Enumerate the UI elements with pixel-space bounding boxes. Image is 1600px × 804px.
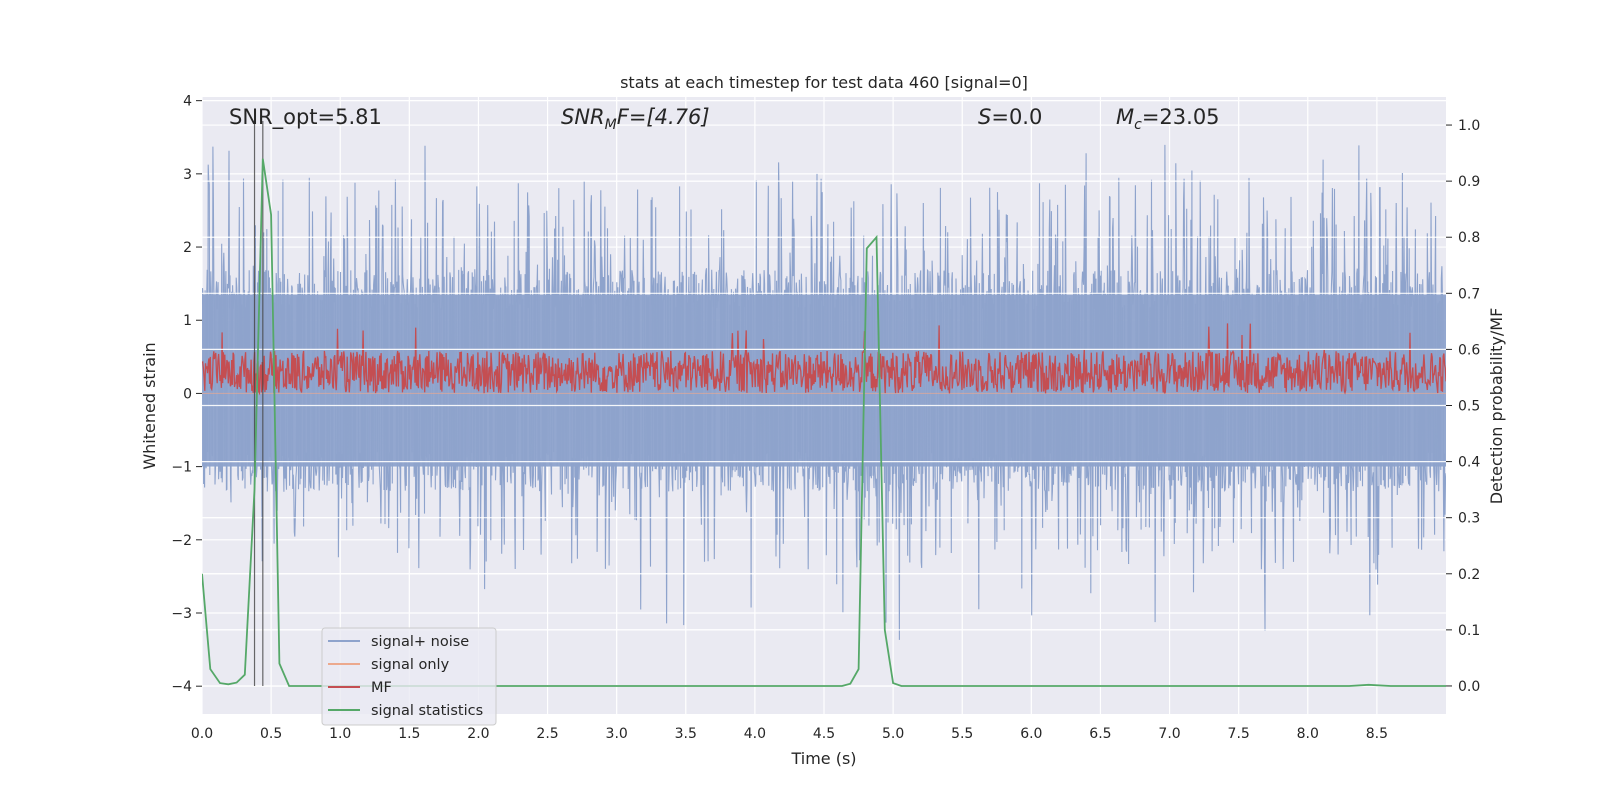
x-tick-label: 2.0 bbox=[467, 726, 489, 742]
x-tick-label: 0.5 bbox=[260, 726, 282, 742]
x-tick-label: 3.0 bbox=[606, 726, 628, 742]
x-tick-label: 6.5 bbox=[1089, 726, 1111, 742]
legend: signal+ noise signal only MF signal stat… bbox=[321, 627, 497, 726]
y-left-tick-label: 2 bbox=[183, 240, 192, 256]
legend-label-signal-noise: signal+ noise bbox=[371, 634, 469, 650]
chart-title: stats at each timestep for test data 460… bbox=[620, 73, 1028, 92]
ticks-x: 0.0 0.5 1.0 1.5 2.0 2.5 3.0 3.5 4.0 4.5 5.0 5.5 6.0 6… bbox=[191, 726, 1388, 742]
annotation-mc: Mc=23.05 bbox=[1116, 105, 1220, 133]
x-tick-label: 5.0 bbox=[882, 726, 904, 742]
annotation-snr-mf: SNRMF=[4.76] bbox=[561, 105, 710, 133]
y-right-tick-label: 0.3 bbox=[1458, 511, 1480, 527]
y-axis-label-right: Detection probability/MF bbox=[1487, 308, 1506, 505]
y-right-tick-label: 0.6 bbox=[1458, 342, 1480, 358]
y-left-tick-label: 0 bbox=[183, 386, 192, 402]
y-right-tick-label: 0.2 bbox=[1458, 567, 1480, 583]
x-tick-label: 7.5 bbox=[1228, 726, 1250, 742]
legend-box bbox=[321, 627, 497, 726]
x-tick-label: 1.5 bbox=[398, 726, 420, 742]
ticks-y-right: 0.0 0.1 0.2 0.3 0.4 0.5 0.6 0.7 0.8 0.9 1.0 bbox=[1446, 118, 1480, 695]
x-tick-label: 1.0 bbox=[329, 726, 351, 742]
y-left-tick-label: −4 bbox=[171, 679, 192, 695]
y-right-tick-label: 0.0 bbox=[1458, 679, 1480, 695]
y-right-tick-label: 0.4 bbox=[1458, 455, 1480, 471]
x-tick-label: 5.5 bbox=[951, 726, 973, 742]
x-tick-label: 0.0 bbox=[191, 726, 213, 742]
x-tick-label: 2.5 bbox=[536, 726, 558, 742]
y-right-tick-label: 0.7 bbox=[1458, 286, 1480, 302]
y-left-tick-label: 3 bbox=[183, 167, 192, 183]
x-tick-label: 6.0 bbox=[1020, 726, 1042, 742]
vertical-markers bbox=[253, 121, 264, 686]
x-tick-label: 3.5 bbox=[675, 726, 697, 742]
x-tick-label: 7.0 bbox=[1158, 726, 1180, 742]
y-left-tick-label: −2 bbox=[171, 533, 192, 549]
series-signal-noise bbox=[202, 144, 1446, 640]
x-axis-label: Time (s) bbox=[790, 749, 856, 768]
y-right-tick-label: 0.1 bbox=[1458, 623, 1480, 639]
mf-line bbox=[202, 323, 1446, 396]
y-left-tick-label: 4 bbox=[183, 94, 192, 110]
y-left-tick-label: −1 bbox=[171, 460, 192, 476]
x-tick-label: 4.5 bbox=[813, 726, 835, 742]
legend-label-mf: MF bbox=[371, 680, 392, 696]
y-right-tick-label: 0.9 bbox=[1458, 174, 1480, 190]
legend-label-signal-statistics: signal statistics bbox=[371, 703, 483, 719]
series-signal-statistics bbox=[202, 158, 1446, 687]
y-left-tick-label: −3 bbox=[171, 606, 192, 622]
x-tick-label: 4.0 bbox=[744, 726, 766, 742]
x-tick-label: 8.5 bbox=[1366, 726, 1388, 742]
y-right-tick-label: 0.5 bbox=[1458, 399, 1480, 415]
x-tick-label: 8.0 bbox=[1297, 726, 1319, 742]
y-right-tick-label: 0.8 bbox=[1458, 230, 1480, 246]
signal-statistics-line bbox=[202, 158, 1446, 687]
y-right-tick-label: 1.0 bbox=[1458, 118, 1480, 134]
y-left-tick-label: 1 bbox=[183, 313, 192, 329]
legend-label-signal-only: signal only bbox=[371, 657, 450, 673]
annotation-s: S=0.0 bbox=[978, 105, 1042, 129]
y-axis-label-left: Whitened strain bbox=[140, 342, 159, 469]
ticks-y-left: −4 −3 −2 −1 0 1 2 3 4 bbox=[171, 94, 202, 695]
series-mf bbox=[202, 323, 1446, 396]
annotation-snr-opt: SNR_opt=5.81 bbox=[229, 105, 382, 130]
